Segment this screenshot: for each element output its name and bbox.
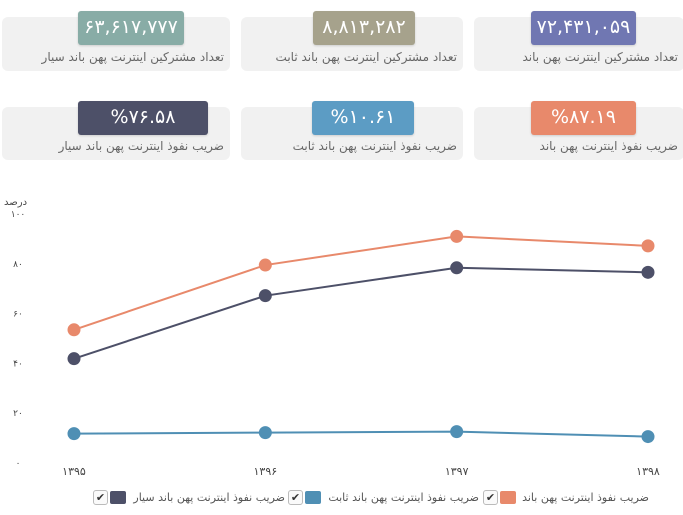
data-point[interactable]: [258, 289, 272, 303]
kpi-card: ۶۳,۶۱۷,۷۷۷ تعداد مشترکین اینترنت پهن باند…: [2, 11, 230, 71]
data-point[interactable]: [450, 229, 464, 243]
y-tick-label: ۶۰: [13, 310, 23, 320]
data-point[interactable]: [641, 239, 655, 253]
kpi-value: %۷۶.۵۸: [78, 101, 208, 135]
legend-label: ضریب نفوذ اینترنت پهن باند ثابت: [328, 491, 479, 504]
y-tick-label: ۰: [16, 459, 21, 469]
kpi-value: %۸۷.۱۹: [531, 101, 636, 135]
kpi-card: %۷۶.۵۸ ضریب نفوذ اینترنت پهن باند سیار: [2, 101, 230, 160]
legend-swatch: [110, 491, 126, 504]
data-point[interactable]: [450, 425, 464, 439]
legend-item[interactable]: ✔ ضریب نفوذ اینترنت پهن باند ثابت: [0, 487, 683, 509]
data-point[interactable]: [67, 352, 81, 366]
x-tick-label: ۱۳۹۵: [62, 465, 86, 478]
line-chart: درصد ۰ ۲۰ ۴۰ ۶۰ ۸۰ ۱۰۰ ۱۳۹۵ ۱۳۹۶ ۱۳۹۷ ۱۳۹۸: [4, 197, 660, 478]
kpi-label: تعداد مشترکین اینترنت پهن باند: [522, 50, 678, 64]
data-point[interactable]: [258, 258, 272, 272]
kpi-card: %۱۰.۶۱ ضریب نفوذ اینترنت پهن باند ثابت: [241, 101, 463, 160]
legend-checkbox[interactable]: ✔: [93, 490, 108, 505]
kpi-label: ضریب نفوذ اینترنت پهن باند ثابت: [292, 139, 457, 153]
kpi-label: تعداد مشترکین اینترنت پهن باند سیار: [41, 50, 224, 64]
kpi-label: ضریب نفوذ اینترنت پهن باند سیار: [58, 139, 224, 153]
data-point[interactable]: [67, 323, 81, 337]
kpi-label: تعداد مشترکین اینترنت پهن باند ثابت: [275, 50, 457, 64]
y-axis-title: درصد: [4, 197, 27, 208]
y-tick-label: ۱۰۰: [11, 210, 26, 220]
series-line: [73, 430, 649, 438]
series-line: [73, 235, 649, 331]
legend-checkbox[interactable]: ✔: [288, 490, 303, 505]
legend-swatch: [305, 491, 321, 504]
data-point[interactable]: [67, 427, 81, 441]
data-point[interactable]: [450, 261, 464, 275]
kpi-value: %۱۰.۶۱: [312, 101, 414, 135]
y-tick-label: ۲۰: [13, 409, 23, 419]
x-tick-label: ۱۳۹۸: [636, 465, 660, 478]
kpi-value: ۶۳,۶۱۷,۷۷۷: [78, 11, 184, 45]
data-point[interactable]: [641, 430, 655, 444]
kpi-value: ۷۲,۴۳۱,۰۵۹: [531, 11, 636, 45]
kpi-card: ۸,۸۱۳,۲۸۲ تعداد مشترکین اینترنت پهن باند …: [241, 11, 463, 71]
legend-item[interactable]: ✔ ضریب نفوذ اینترنت پهن باند: [0, 487, 683, 509]
series-line: [73, 266, 649, 360]
legend-swatch: [500, 491, 516, 504]
legend-checkbox[interactable]: ✔: [483, 490, 498, 505]
kpi-card: %۸۷.۱۹ ضریب نفوذ اینترنت پهن باند: [474, 101, 683, 160]
x-tick-label: ۱۳۹۷: [445, 465, 469, 478]
kpi-value: ۸,۸۱۳,۲۸۲: [313, 11, 415, 45]
legend-label: ضریب نفوذ اینترنت پهن باند سیار: [133, 491, 285, 504]
data-point[interactable]: [641, 265, 655, 279]
chart-legend: ✔ ضریب نفوذ اینترنت پهن باند ✔ ضریب نفوذ ای…: [0, 487, 683, 509]
legend-label: ضریب نفوذ اینترنت پهن باند: [522, 491, 649, 504]
x-tick-label: ۱۳۹۶: [254, 465, 278, 478]
y-tick-label: ۴۰: [13, 359, 23, 369]
data-point[interactable]: [258, 426, 272, 440]
kpi-card: ۷۲,۴۳۱,۰۵۹ تعداد مشترکین اینترنت پهن باند: [474, 11, 683, 71]
legend-item[interactable]: ✔ ضریب نفوذ اینترنت پهن باند سیار: [0, 487, 683, 509]
kpi-label: ضریب نفوذ اینترنت پهن باند: [539, 139, 678, 153]
y-tick-label: ۸۰: [13, 260, 23, 270]
